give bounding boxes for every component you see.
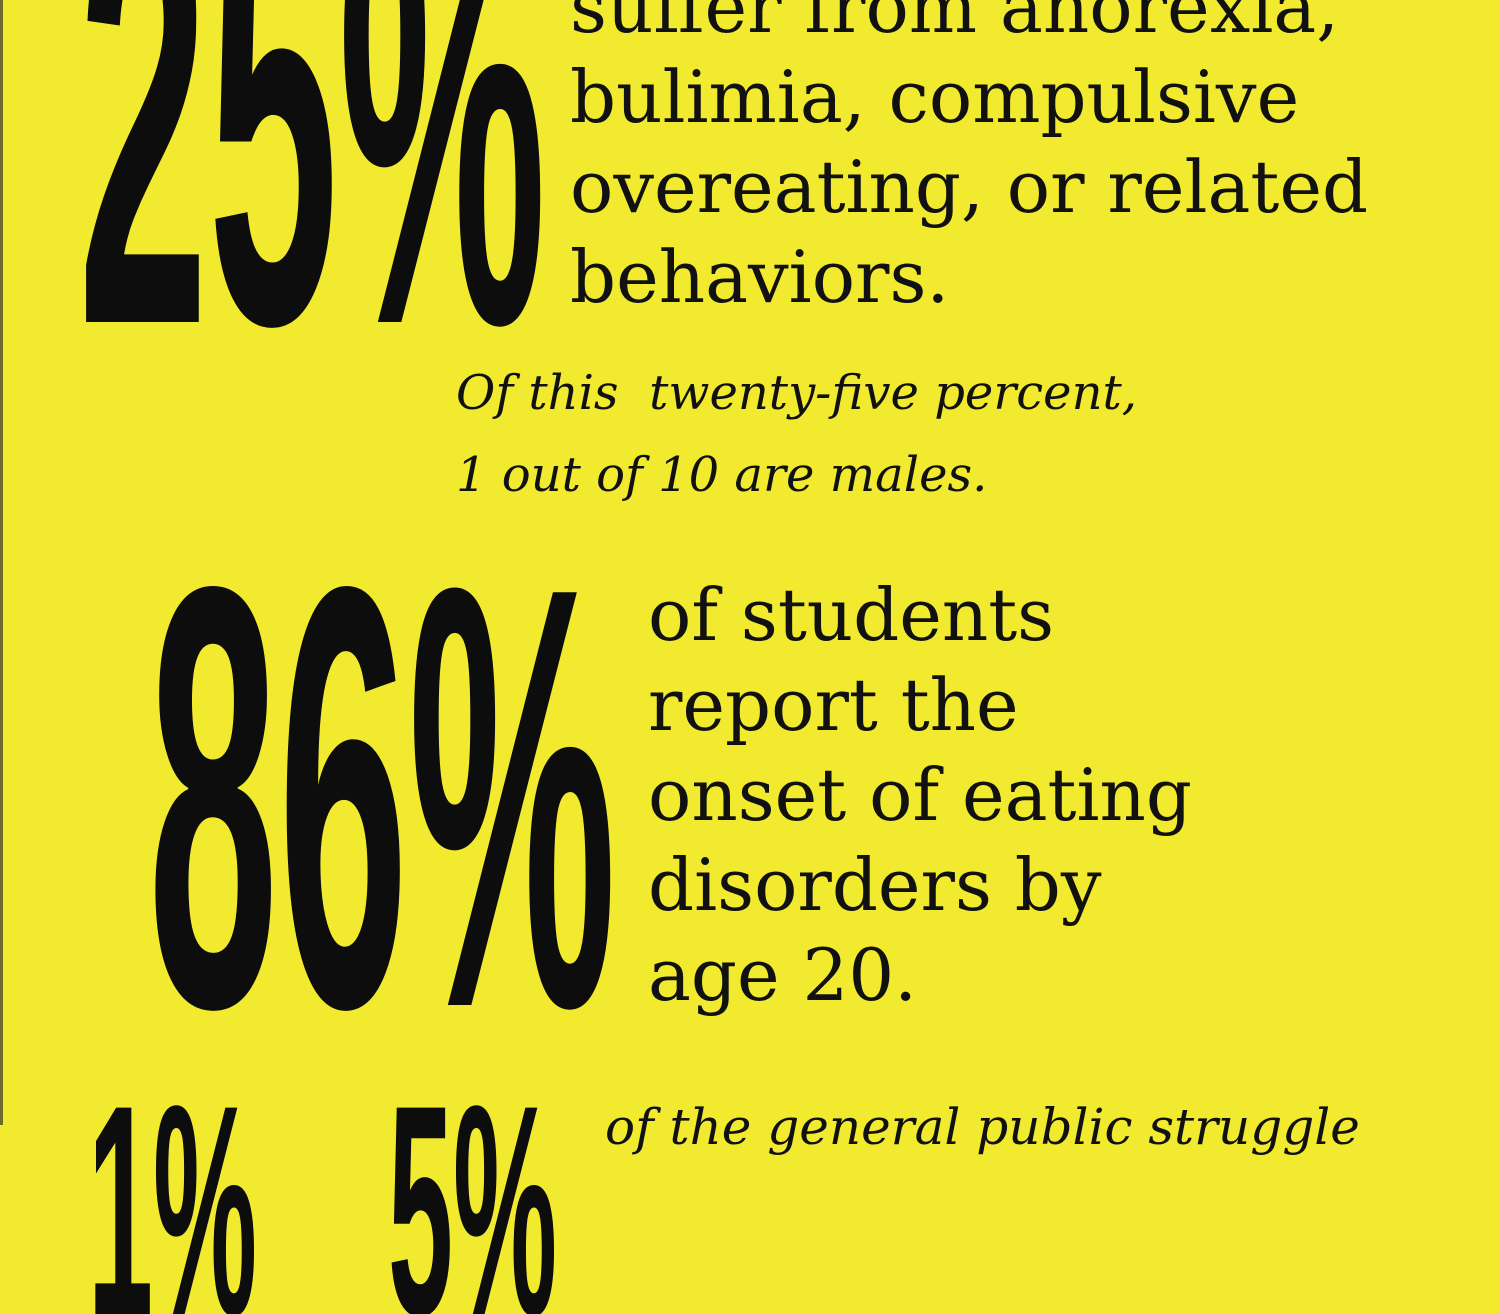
description-line: of students (648, 573, 1055, 657)
stat-86-description: of students report the onset of eating d… (648, 570, 1192, 1020)
description-line: behaviors. (570, 235, 950, 319)
note-line: Of this twenty-five percent, (456, 365, 1138, 421)
stat-25-description: suffer from anorexia, bulimia, compulsiv… (570, 0, 1368, 322)
description-line: disorders by (648, 843, 1102, 927)
description-line: report the (648, 663, 1019, 747)
stat-5-percent: 5% (388, 1098, 558, 1314)
description-line: bulimia, compulsive (570, 55, 1300, 139)
stat-1-percent: 1% (88, 1098, 258, 1314)
stat-86-percent: 86% (148, 573, 617, 1005)
description-line: overeating, or related (570, 145, 1369, 229)
stat-25-note: Of this twenty-five percent, 1 out of 10… (456, 352, 1137, 516)
note-line: 1 out of 10 are males. (456, 447, 988, 503)
description-line: age 20. (648, 933, 918, 1017)
stat-25-percent: 25% (78, 0, 547, 322)
description-line: onset of eating (648, 753, 1192, 837)
description-line: suffer from anorexia, (570, 0, 1340, 49)
stat-range-description: of the general public struggle (605, 1098, 1360, 1156)
poster-frame (0, 0, 3, 1125)
